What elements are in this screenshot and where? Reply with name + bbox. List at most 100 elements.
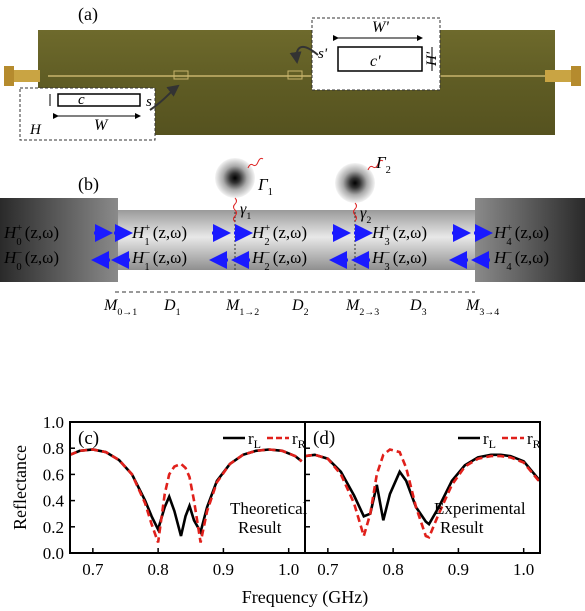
x-tick-label: 0.8 bbox=[148, 560, 169, 579]
superscript: − bbox=[264, 248, 270, 259]
symbol: Γ bbox=[375, 153, 387, 172]
x-tick-label: 0.9 bbox=[213, 560, 234, 579]
subscript: 0 bbox=[16, 262, 21, 273]
y-axis-title: Reflectance bbox=[10, 445, 30, 530]
subscript: 1 bbox=[144, 237, 149, 248]
legend-subscript: L bbox=[254, 437, 261, 451]
panel-label: (d) bbox=[313, 428, 335, 449]
dimension-label: H bbox=[29, 122, 42, 138]
superscript: + bbox=[506, 223, 512, 234]
argument: (z,ω) bbox=[273, 223, 307, 242]
coupling-rate: γ1 bbox=[240, 201, 251, 222]
legend-label: rR bbox=[292, 429, 306, 451]
subscript: 1 bbox=[246, 211, 251, 222]
superscript: − bbox=[144, 248, 150, 259]
coupling-rate: γ2 bbox=[360, 205, 371, 226]
segment-label: M0→1 bbox=[103, 297, 137, 318]
panel-label: (c) bbox=[78, 428, 99, 449]
argument: (z,ω) bbox=[25, 223, 59, 242]
superscript: + bbox=[144, 223, 150, 234]
subscript: 1→2 bbox=[239, 307, 259, 318]
annotation: Theoretical bbox=[230, 499, 308, 518]
argument: (z,ω) bbox=[25, 248, 59, 267]
x-tick-label: 0.7 bbox=[317, 560, 339, 579]
superscript: − bbox=[16, 248, 22, 259]
dimension-label: s bbox=[146, 94, 152, 110]
x-tick-label: 1.0 bbox=[513, 560, 534, 579]
segment-label: D2 bbox=[291, 297, 309, 318]
symbol: M bbox=[103, 297, 119, 314]
legend-subscript: L bbox=[489, 437, 496, 451]
subscript: 4 bbox=[506, 262, 512, 273]
symbol: H bbox=[251, 223, 266, 242]
subscript: 2 bbox=[264, 237, 269, 248]
y-tick-label: 0.8 bbox=[43, 439, 64, 458]
symbol: γ bbox=[360, 205, 367, 222]
field-label: H+ 4(z,ω) bbox=[493, 223, 549, 248]
dimension-label: H' bbox=[424, 51, 440, 67]
subscript: 2 bbox=[264, 262, 269, 273]
segment-label: D3 bbox=[409, 297, 427, 318]
y-tick-label: 0.0 bbox=[43, 544, 64, 563]
symbol: H bbox=[493, 248, 508, 267]
subscript: 0 bbox=[16, 237, 21, 248]
series-line bbox=[305, 453, 540, 527]
segment-label: M1→2 bbox=[225, 297, 259, 318]
symbol: D bbox=[291, 297, 304, 314]
superscript: + bbox=[384, 223, 390, 234]
annotation: Experimental bbox=[434, 499, 526, 518]
dimension-label: c bbox=[78, 92, 85, 108]
symbol: D bbox=[409, 297, 422, 314]
series-line bbox=[305, 448, 540, 541]
argument: (z,ω) bbox=[393, 248, 427, 267]
x-axis-title: Frequency (GHz) bbox=[242, 587, 368, 608]
legend-label: rL bbox=[483, 429, 496, 451]
superscript: + bbox=[264, 223, 270, 234]
argument: (z,ω) bbox=[515, 248, 549, 267]
decay-rate: Γ2 bbox=[375, 153, 391, 176]
field-label: H+ 0 (z,ω) bbox=[3, 223, 59, 248]
symbol: H bbox=[131, 223, 146, 242]
panel-label: (a) bbox=[78, 4, 98, 25]
argument: (z,ω) bbox=[515, 223, 549, 242]
symbol: H bbox=[3, 248, 18, 267]
field-label: H+ 3 (z,ω) bbox=[371, 223, 427, 248]
symbol: H bbox=[3, 223, 18, 242]
segment-label: M3→4 bbox=[465, 297, 499, 318]
symbol: H bbox=[251, 248, 266, 267]
symbol: H bbox=[371, 248, 386, 267]
legend-subscript: R bbox=[298, 437, 306, 451]
subscript: 0→1 bbox=[117, 307, 137, 318]
x-tick-label: 0.7 bbox=[82, 560, 104, 579]
x-tick-label: 0.9 bbox=[448, 560, 469, 579]
field-label: H− 3 (z,ω) bbox=[371, 248, 427, 273]
legend-label: rL bbox=[248, 429, 261, 451]
annotation: Result bbox=[238, 518, 282, 537]
subscript: 2 bbox=[304, 307, 309, 318]
symbol: H bbox=[131, 248, 146, 267]
y-tick-label: 0.4 bbox=[43, 492, 65, 511]
annotation: Result bbox=[440, 518, 484, 537]
symbol: γ bbox=[240, 201, 247, 218]
argument: (z,ω) bbox=[393, 223, 427, 242]
subscript: 2 bbox=[366, 215, 371, 226]
x-tick-label: 1.0 bbox=[278, 560, 299, 579]
subscript: 3 bbox=[422, 307, 427, 318]
subscript: 1 bbox=[176, 307, 181, 318]
superscript: − bbox=[384, 248, 390, 259]
plot-frame bbox=[304, 421, 541, 554]
segment-label: M2→3 bbox=[345, 297, 379, 318]
series-line bbox=[70, 448, 303, 543]
dimension-label: W' bbox=[372, 19, 389, 36]
symbol: H bbox=[493, 223, 508, 242]
inset-right bbox=[289, 17, 441, 91]
superscript: + bbox=[16, 223, 22, 234]
symbol: M bbox=[345, 297, 361, 314]
symbol: H bbox=[371, 223, 386, 242]
superscript: − bbox=[506, 248, 512, 259]
symbol: M bbox=[465, 297, 481, 314]
y-tick-label: 0.2 bbox=[43, 518, 64, 537]
dimension-label: c' bbox=[370, 53, 381, 70]
panel-label: (b) bbox=[78, 174, 99, 195]
field-label: H− 2 (z,ω) bbox=[251, 248, 307, 273]
